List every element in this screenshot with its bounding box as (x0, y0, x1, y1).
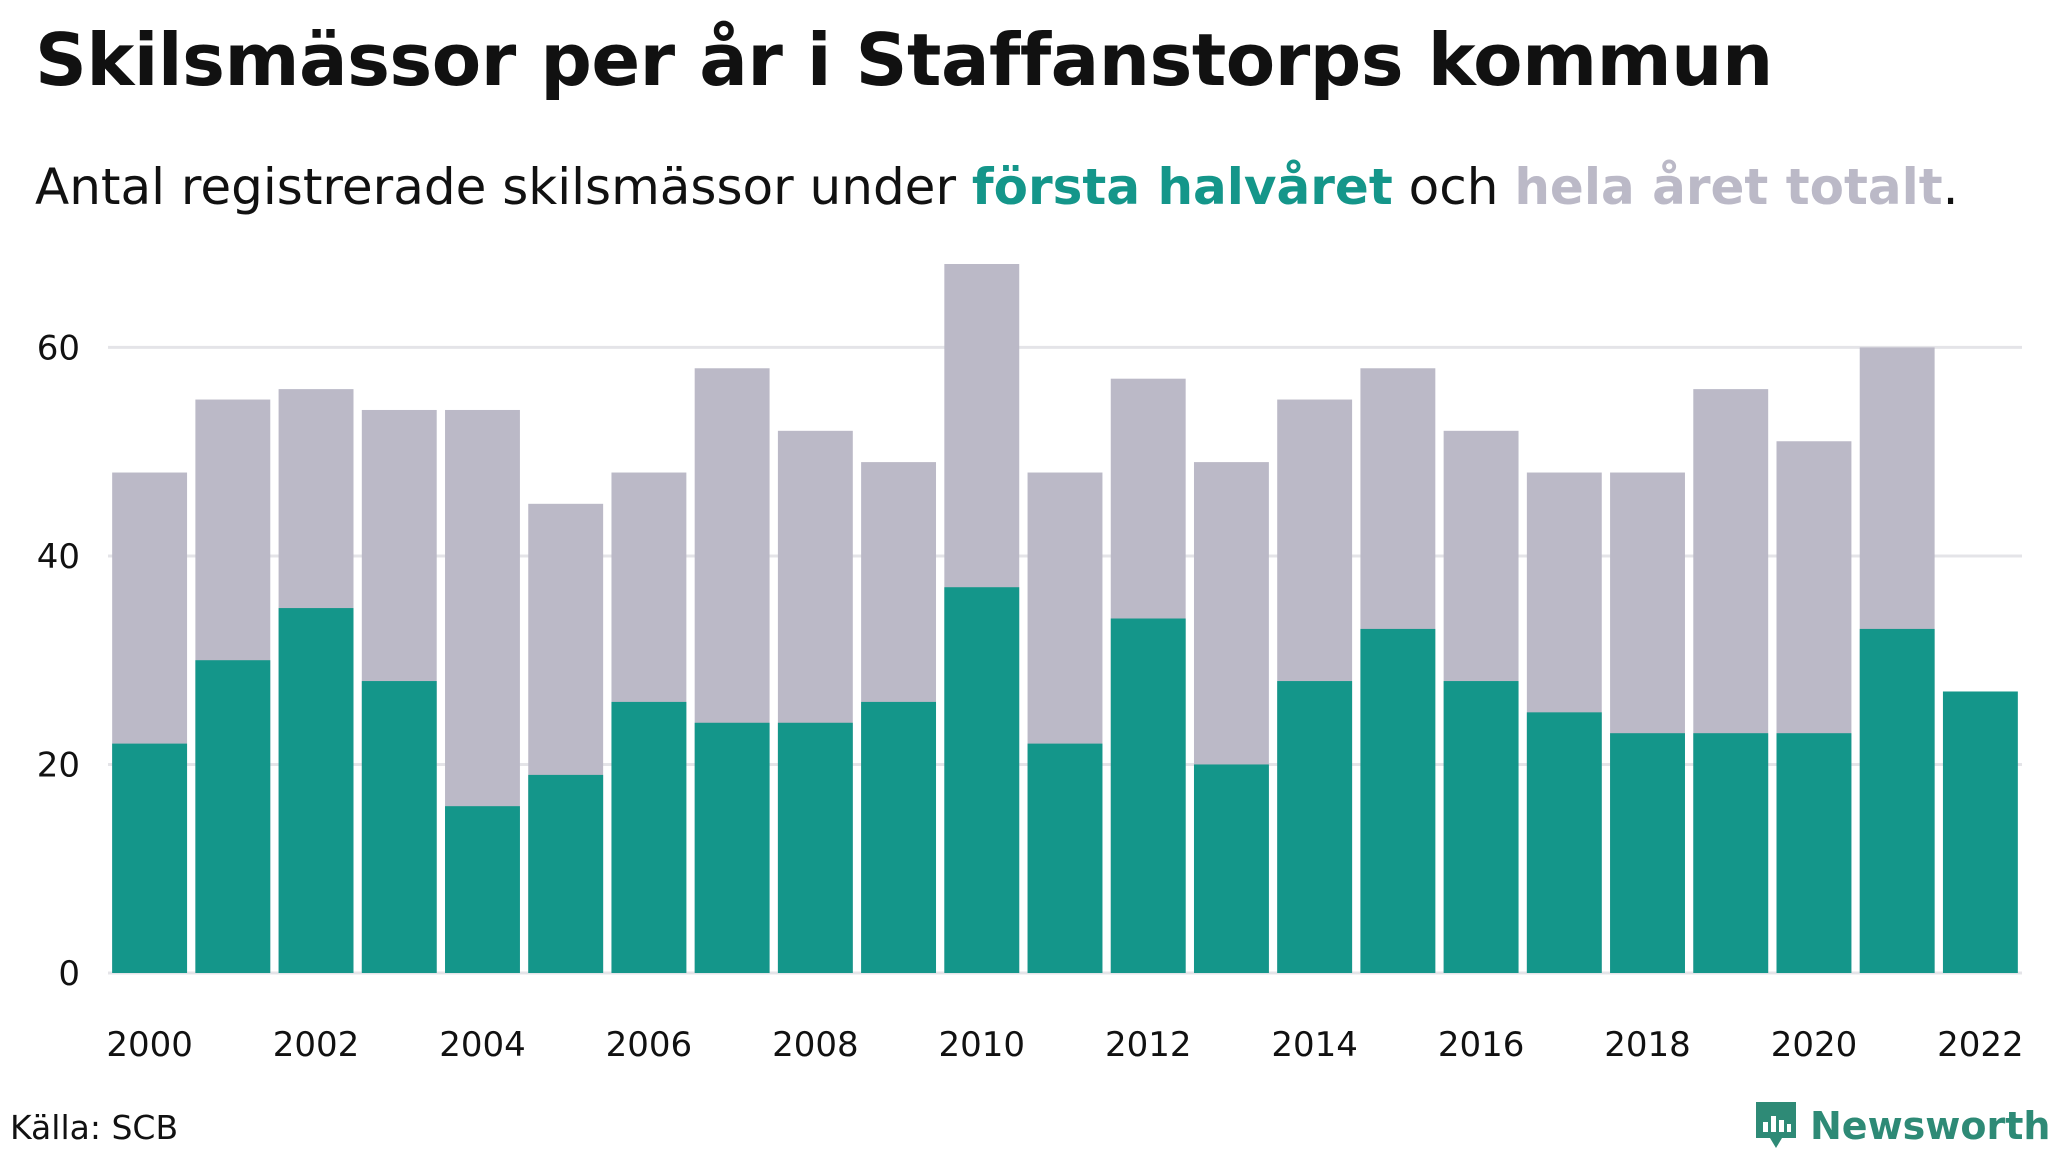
bar-first-half-2006 (611, 701, 687, 973)
bar-first-half-2002 (278, 608, 354, 973)
y-tick-label: 20 (37, 745, 80, 785)
x-tick-label: 2018 (1604, 1025, 1691, 1065)
x-tick-label: 2008 (772, 1025, 859, 1065)
bar-first-half-2008 (777, 722, 853, 973)
source-note: Källa: SCB (10, 1108, 179, 1147)
x-tick-label: 2010 (939, 1025, 1026, 1065)
x-tick-label: 2002 (273, 1025, 360, 1065)
subtitle-text-end: . (1942, 158, 1959, 216)
bar-first-half-2022 (1942, 691, 2018, 973)
x-tick-label: 2000 (106, 1025, 193, 1065)
bar-first-half-2011 (1027, 743, 1103, 973)
bar-first-half-2007 (694, 722, 770, 973)
bar-first-half-2005 (528, 774, 604, 973)
bar-first-half-2017 (1526, 712, 1602, 973)
bar-first-half-2012 (1110, 618, 1186, 973)
bar-first-half-2015 (1360, 628, 1436, 973)
bar-first-half-2014 (1277, 681, 1353, 973)
x-tick-label: 2012 (1105, 1025, 1192, 1065)
y-tick-label: 40 (37, 537, 80, 577)
bar-first-half-2010 (944, 587, 1020, 973)
x-tick-label: 2004 (439, 1025, 526, 1065)
chart-title: Skilsmässor per år i Staffanstorps kommu… (35, 18, 1773, 102)
x-tick-label: 2016 (1438, 1025, 1525, 1065)
newsworthy-icon (1756, 1102, 1796, 1148)
bar-first-half-2019 (1693, 733, 1769, 973)
bar-first-half-2004 (445, 806, 520, 973)
subtitle-text-middle: och (1392, 158, 1515, 216)
bar-first-half-2016 (1443, 681, 1519, 973)
y-tick-label: 60 (37, 328, 80, 368)
bar-first-half-2021 (1859, 628, 1935, 973)
bar-first-half-2001 (195, 660, 271, 973)
x-tick-label: 2022 (1937, 1025, 2024, 1065)
bar-first-half-2020 (1776, 733, 1852, 973)
legend-first-half: första halvåret (971, 158, 1393, 216)
x-tick-label: 2020 (1771, 1025, 1858, 1065)
x-tick-label: 2014 (1271, 1025, 1358, 1065)
bar-first-half-2009 (861, 701, 937, 973)
x-tick-label: 2006 (606, 1025, 693, 1065)
bar-first-half-2003 (361, 681, 437, 973)
bar-first-half-2013 (1193, 764, 1269, 973)
legend-full-year: hela året totalt (1514, 158, 1943, 216)
newsworthy-logo: Newsworthy (1752, 1098, 2048, 1154)
subtitle-text-start: Antal registrerade skilsmässor under (35, 158, 972, 216)
bar-chart: 0 20 40 60 2000 2002 2004 2006 2008 2010 2012 2014 2… (37, 264, 2024, 1065)
bar-first-half-2000 (112, 743, 188, 973)
y-tick-label: 0 (58, 954, 80, 994)
bar-first-half-2018 (1610, 733, 1685, 973)
brand-name: Newsworthy (1810, 1104, 2048, 1148)
chart-subtitle: Antal registrerade skilsmässor under för… (35, 158, 1959, 216)
